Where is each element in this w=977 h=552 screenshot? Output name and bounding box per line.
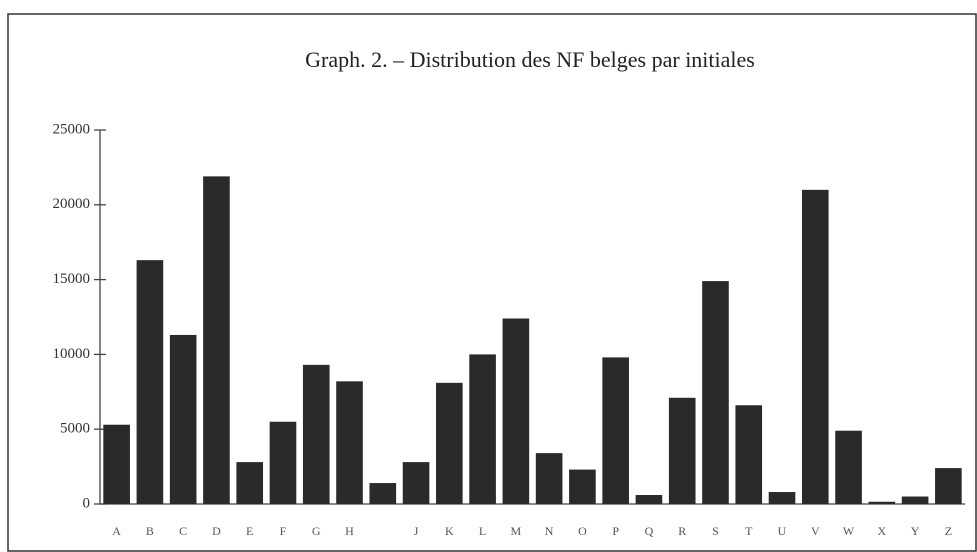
- bar: [602, 357, 629, 504]
- y-tick-label: 0: [83, 495, 91, 511]
- bar: [269, 421, 297, 504]
- bar: [735, 405, 763, 504]
- x-tick-label: A: [112, 524, 121, 538]
- x-tick-label: F: [280, 524, 287, 538]
- bar: [502, 318, 530, 504]
- bar: [935, 468, 962, 504]
- bar: [136, 260, 164, 504]
- bar: [469, 354, 496, 504]
- x-tick-label: U: [778, 524, 787, 538]
- y-tick-label: 15000: [53, 271, 91, 287]
- x-tick-label: H: [345, 524, 354, 538]
- bar: [768, 492, 796, 504]
- bar: [868, 501, 896, 504]
- x-tick-label: R: [678, 524, 686, 538]
- bar: [103, 424, 130, 504]
- x-tick-label: D: [212, 524, 221, 538]
- bar: [402, 462, 430, 504]
- x-tick-label: V: [811, 524, 820, 538]
- x-tick-label: S: [712, 524, 719, 538]
- x-tick-label: M: [511, 524, 522, 538]
- frame: [7, 13, 977, 552]
- bar: [203, 176, 230, 504]
- bar: [801, 189, 829, 504]
- x-tick-label: K: [445, 524, 454, 538]
- x-tick-label: N: [545, 524, 554, 538]
- chart-title: Graph. 2. – Distribution des NF belges p…: [305, 47, 755, 72]
- y-tick-label: 5000: [60, 421, 90, 437]
- x-tick-label: C: [179, 524, 187, 538]
- x-tick-label: E: [246, 524, 253, 538]
- x-tick-label: Y: [911, 524, 920, 538]
- x-tick-label: G: [312, 524, 321, 538]
- bar: [302, 364, 330, 504]
- bar: [236, 462, 264, 504]
- x-tick-label: P: [612, 524, 619, 538]
- bar: [336, 381, 363, 504]
- y-tick-label: 10000: [53, 346, 91, 362]
- bar: [901, 496, 929, 504]
- x-tick-label: O: [578, 524, 587, 538]
- bar: [835, 430, 862, 504]
- x-tick-label: X: [877, 524, 886, 538]
- x-tick-label: J: [414, 524, 419, 538]
- bar: [169, 334, 197, 504]
- x-tick-label: L: [479, 524, 486, 538]
- y-tick-label: 25000: [53, 121, 91, 137]
- bar: [668, 397, 696, 504]
- x-tick-label: T: [745, 524, 753, 538]
- x-tick-label: Z: [945, 524, 952, 538]
- bar: [436, 382, 463, 504]
- bar: [702, 281, 729, 504]
- bar: [569, 469, 596, 504]
- x-tick-label: Q: [645, 524, 654, 538]
- x-tick-label: W: [843, 524, 855, 538]
- bar: [369, 483, 397, 504]
- bar: [535, 453, 563, 504]
- x-tick-label: B: [146, 524, 154, 538]
- bar: [635, 495, 663, 504]
- y-tick-label: 20000: [53, 196, 91, 212]
